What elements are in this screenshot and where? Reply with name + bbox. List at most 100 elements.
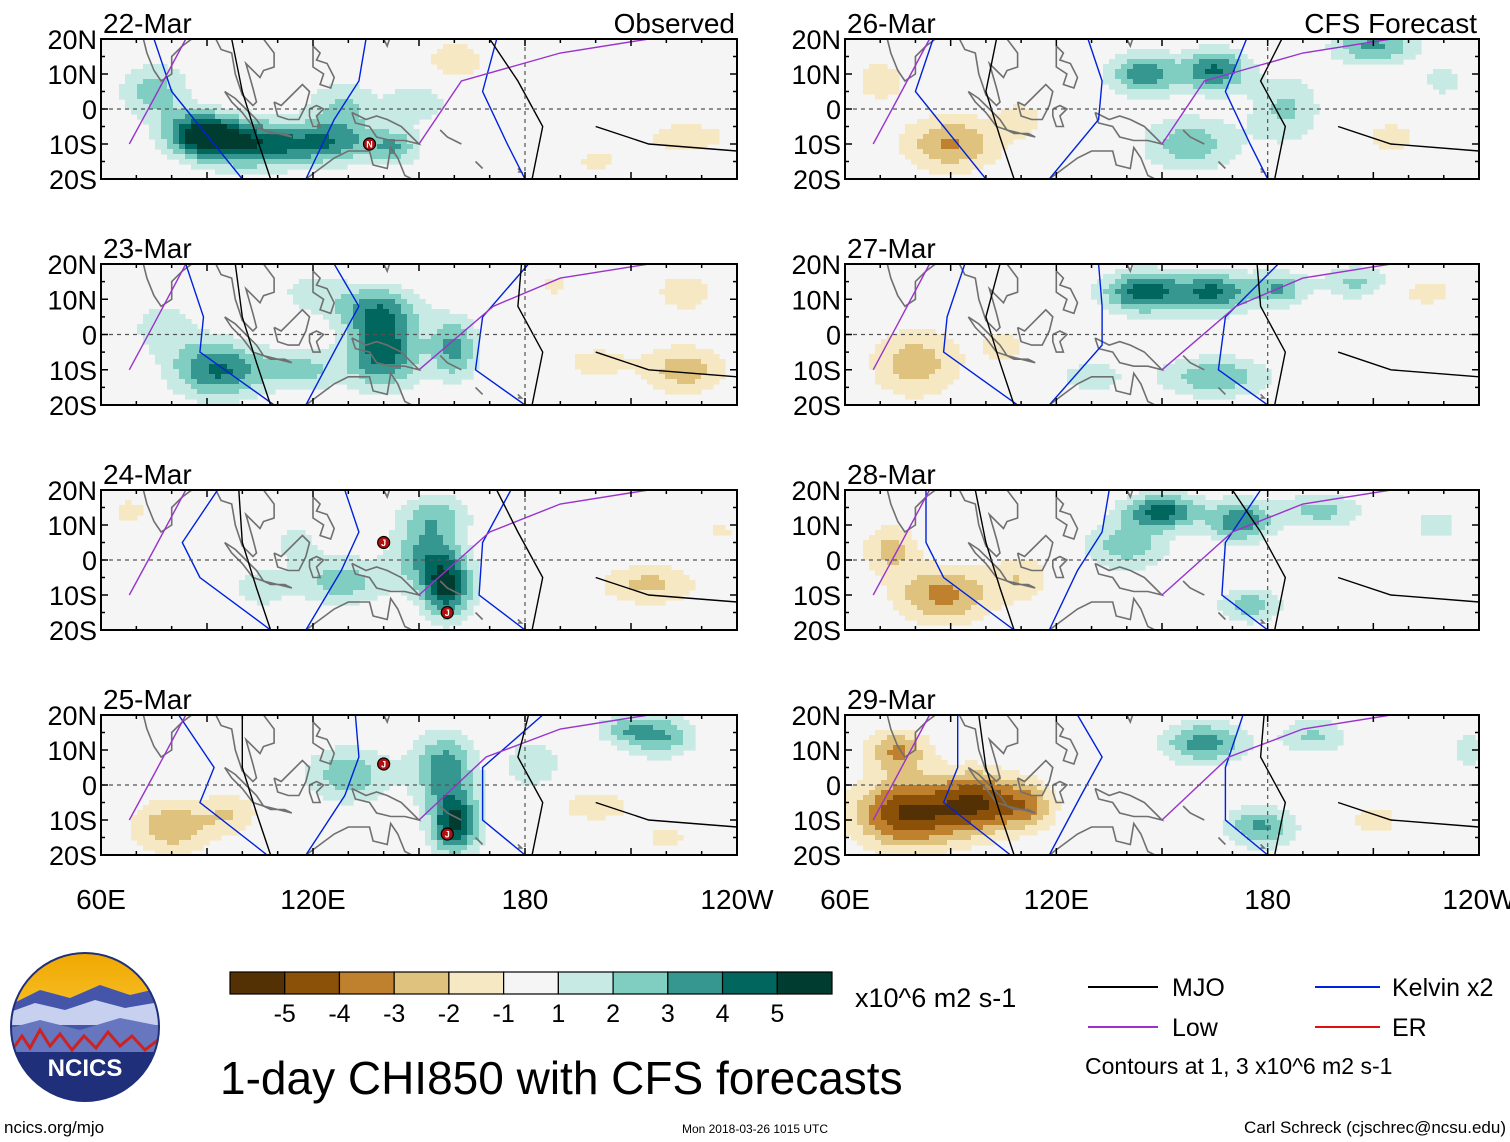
x-tick-label: 120E [280,884,345,915]
x-tick-label: 180 [502,884,549,915]
x-tick-label: 60E [820,884,870,915]
map-panel-27-Mar: 20N 10N 0 10S 20S 27-Mar [791,233,1480,421]
y-tick-label: 20S [49,841,97,871]
y-tick-label: 10N [47,736,97,766]
axis-ticks [844,263,1480,406]
panel-date: 23-Mar [103,233,192,264]
panel-date: 24-Mar [103,459,192,490]
footer-timestamp: Mon 2018-03-26 1015 UTC [682,1122,828,1136]
map-panel-29-Mar: 20N 10N 0 10S 20S 29-Mar 60E 120E 180 120W [791,684,1510,915]
y-tick-label: 0 [826,771,841,801]
y-tick-label: 20N [47,250,97,280]
x-tick-label: 60E [76,884,126,915]
y-tick-label: 20S [793,391,841,421]
y-tick-label: 20S [793,165,841,195]
legend-label-low: Low [1172,1014,1219,1042]
coastlines [885,490,1267,630]
y-tick-label: 10S [49,806,97,836]
y-tick-label: 20N [791,701,841,731]
y-tick-label: 10N [791,60,841,90]
x-tick-label: 180 [1244,884,1291,915]
y-tick-label: 20S [49,165,97,195]
filter-contours [872,39,1479,179]
colorbar-label: -4 [328,1000,350,1028]
axis-ticks [100,38,738,180]
column-label: CFS Forecast [1304,8,1477,39]
colorbar-swatch [721,971,778,995]
axis-ticks [100,489,738,631]
cyclone-marker: N [362,137,377,151]
legend: MJO Low Kelvin x2 ER Contours at 1, 3 x1… [1085,974,1493,1079]
colorbar-swatch [776,971,833,995]
y-tick-label: 10S [49,130,97,160]
map-panel-25-Mar: J J 20N 10N 0 10S 20S 25-Mar 60E 120E 180 120W [47,684,774,915]
legend-label-mjo: MJO [1172,974,1225,1002]
footer-website: ncics.org/mjo [4,1118,104,1137]
colorbar-label: -3 [383,1000,405,1028]
colorbar-label: -5 [274,1000,296,1028]
y-tick-label: 20N [791,250,841,280]
legend-contour-note: Contours at 1, 3 x10^6 m2 s-1 [1085,1053,1392,1079]
x-tick-label: 120E [1024,884,1089,915]
colorbar-swatch [667,971,724,995]
figure-title: 1-day CHI850 with CFS forecasts [220,1052,903,1104]
y-tick-label: 20S [49,391,97,421]
coastlines [142,715,524,855]
filter-contours [872,264,1479,405]
panel-date: 26-Mar [847,8,936,39]
y-tick-label: 10N [791,511,841,541]
chi850-shading [131,715,696,855]
chi850-shading [119,44,720,175]
colorbar-label: 5 [770,1000,784,1028]
colorbar-label: 1 [551,1000,565,1028]
colorbar-swatch [612,971,669,995]
filter-contours [128,39,737,179]
column-label: Observed [614,8,735,39]
y-tick-label: 0 [82,321,97,351]
map-panel-23-Mar: 20N 10N 0 10S 20S 23-Mar [47,233,738,421]
colorbar-units: x10^6 m2 s-1 [855,983,1016,1013]
y-tick-label: 10S [793,806,841,836]
cyclone-marker: J [440,827,454,841]
colorbar-swatch [338,971,395,995]
coastlines [885,39,1267,179]
panel-date: 28-Mar [847,459,936,490]
y-tick-label: 20N [791,25,841,55]
cyclone-letter: J [445,830,450,840]
y-tick-label: 20N [47,25,97,55]
panel-date: 29-Mar [847,684,936,715]
colorbar-swatch [229,971,286,995]
cyclone-marker: J [440,605,454,620]
cyclone-letter: J [445,608,450,618]
y-tick-label: 20S [793,616,841,646]
y-tick-label: 10N [791,736,841,766]
legend-label-kelvin: Kelvin x2 [1392,974,1493,1002]
cyclone-letter: J [381,538,386,548]
colorbar-swatch [503,971,559,995]
colorbar-label: -1 [493,1000,515,1028]
colorbar-label: -2 [438,1000,460,1028]
filter-contours [128,264,737,405]
colorbar-swatch [393,971,450,995]
map-panel-24-Mar: J J 20N 10N 0 10S 20S 24-Mar [47,459,738,646]
ncics-logo: NCICS [10,952,160,1102]
axis-ticks [844,489,1480,631]
panel-date: 22-Mar [103,8,192,39]
colorbar-label: 3 [661,1000,675,1028]
y-tick-label: 10N [791,285,841,315]
y-tick-label: 10S [49,356,97,386]
y-tick-label: 10S [49,581,97,611]
y-tick-label: 0 [82,95,97,125]
coastlines [885,264,1267,405]
y-tick-label: 0 [826,95,841,125]
axis-ticks [100,714,738,856]
y-tick-label: 10S [793,356,841,386]
y-tick-label: 0 [82,546,97,576]
axis-ticks [100,263,738,406]
footer-author: Carl Schreck (cjschrec@ncsu.edu) [1244,1118,1506,1137]
y-tick-label: 10N [47,285,97,315]
y-tick-label: 10S [793,130,841,160]
colorbar-swatch [448,971,505,995]
